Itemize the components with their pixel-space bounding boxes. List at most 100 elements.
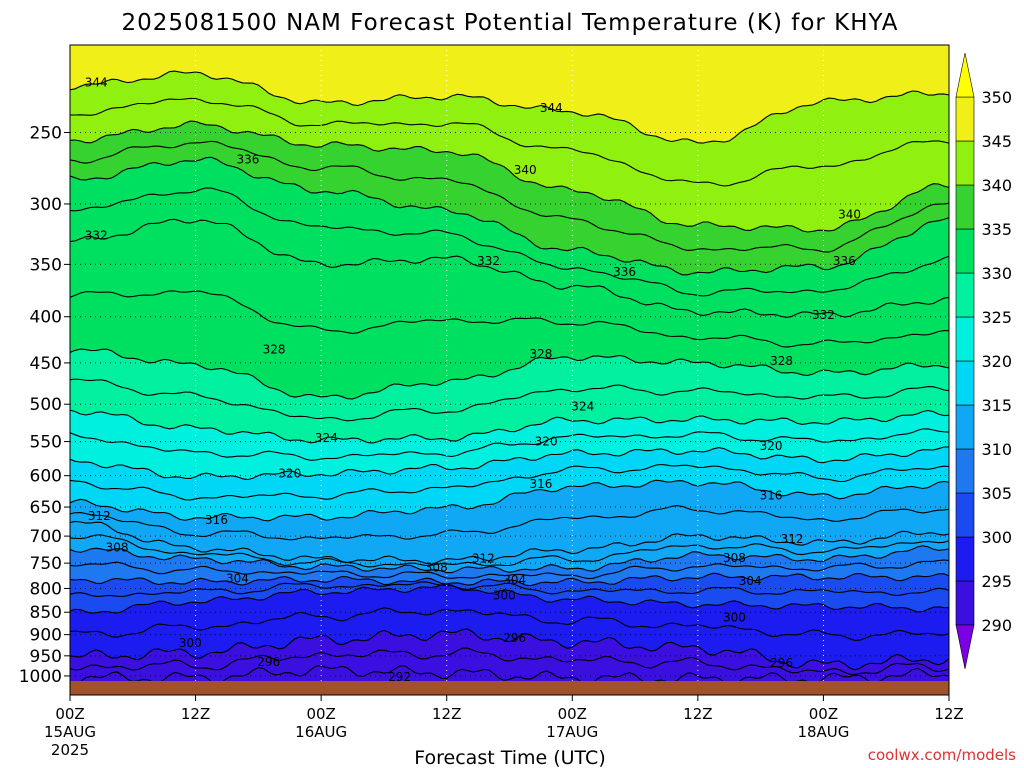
contour-label: 296 bbox=[503, 631, 526, 645]
isotherm-332 bbox=[70, 218, 949, 318]
contour-label: 312 bbox=[472, 551, 495, 565]
isotherm-328 bbox=[70, 348, 949, 400]
colorbar-label: 305 bbox=[981, 484, 1012, 503]
y-tick-label: 1000 bbox=[19, 667, 62, 687]
isotherm-intermediate bbox=[70, 534, 949, 568]
contour-label: 292 bbox=[388, 670, 411, 684]
x-tick-label: 12Z bbox=[432, 705, 461, 723]
colorbar-label: 310 bbox=[981, 440, 1012, 459]
contour-label: 332 bbox=[812, 308, 835, 322]
isotherm-312 bbox=[70, 520, 949, 565]
fill-band bbox=[70, 121, 949, 275]
colorbar-segment bbox=[955, 228, 975, 274]
isotherm-300 bbox=[70, 583, 949, 614]
y-tick-label: 850 bbox=[30, 603, 62, 623]
contour-label: 332 bbox=[85, 228, 108, 242]
colorbar-bottom-arrow bbox=[955, 624, 975, 670]
contour-label: 320 bbox=[278, 467, 301, 481]
fill-band bbox=[70, 71, 949, 232]
colorbar-label: 300 bbox=[981, 528, 1012, 547]
colorbar-label: 295 bbox=[981, 572, 1012, 591]
x-tick-label: 00Z bbox=[809, 705, 838, 723]
x-tick-date: 15AUG bbox=[44, 723, 96, 741]
contour-label: 344 bbox=[85, 75, 108, 89]
contour-label: 300 bbox=[179, 636, 202, 650]
isotherm-336 bbox=[70, 156, 949, 276]
fill-band bbox=[70, 583, 949, 670]
contour-label: 304 bbox=[503, 573, 526, 587]
isotherm-316 bbox=[70, 479, 949, 522]
x-tick-date: 18AUG bbox=[797, 723, 849, 741]
colorbar-label: 315 bbox=[981, 396, 1012, 415]
isotherm-320 bbox=[70, 446, 949, 481]
colorbar-label: 335 bbox=[981, 220, 1012, 239]
y-tick-label: 600 bbox=[30, 467, 62, 487]
chart-title: 2025081500 NAM Forecast Potential Temper… bbox=[121, 10, 898, 36]
contour-label: 312 bbox=[781, 532, 804, 546]
y-tick-label: 700 bbox=[30, 527, 62, 547]
y-tick-label: 400 bbox=[30, 308, 62, 328]
plot-area: 344 344 336 340 340 332 332 336 336 332 328 328 328 3… bbox=[69, 44, 950, 696]
contour-label: 304 bbox=[739, 574, 762, 588]
y-tick-label: 900 bbox=[30, 626, 62, 646]
y-tick-label: 650 bbox=[30, 498, 62, 518]
contour-label: 300 bbox=[493, 589, 516, 603]
isotherm-344 bbox=[70, 70, 949, 144]
colorbar-segment bbox=[955, 580, 975, 626]
contour-label: 340 bbox=[514, 163, 537, 177]
colorbar-segment bbox=[955, 272, 975, 318]
isotherm-intermediate bbox=[70, 463, 949, 501]
isotherm-intermediate bbox=[70, 97, 949, 187]
fill-band bbox=[70, 446, 949, 521]
contour-label: 324 bbox=[315, 431, 338, 445]
isotherm-contours bbox=[70, 70, 949, 681]
fill-band bbox=[70, 219, 949, 399]
colorbar-segment bbox=[955, 184, 975, 230]
contour-label: 336 bbox=[613, 265, 636, 279]
contour-label: 316 bbox=[205, 513, 228, 527]
y-tick-label: 250 bbox=[30, 123, 62, 143]
isotherm-292 bbox=[80, 665, 949, 681]
contour-label: 340 bbox=[838, 207, 861, 221]
isotherm-intermediate bbox=[70, 428, 949, 461]
contour-label: 300 bbox=[723, 611, 746, 625]
contour-label: 344 bbox=[540, 101, 563, 115]
colorbar-label: 345 bbox=[981, 132, 1012, 151]
colorbar-segment bbox=[955, 448, 975, 494]
colorbar-label: 330 bbox=[981, 264, 1012, 283]
isotherm-intermediate bbox=[70, 559, 949, 580]
contour-label: 324 bbox=[571, 400, 594, 414]
x-tick-date: 17AUG bbox=[546, 723, 598, 741]
y-tick-label: 750 bbox=[30, 554, 62, 574]
colorbar-top-arrow bbox=[955, 52, 975, 98]
contour-label: 320 bbox=[760, 439, 783, 453]
contour-label: 328 bbox=[263, 343, 286, 357]
isotherm-340 bbox=[70, 120, 949, 233]
fill-band bbox=[70, 157, 949, 318]
isotherm-intermediate bbox=[70, 290, 949, 348]
colorbar-segment bbox=[955, 140, 975, 186]
isotherm-intermediate bbox=[70, 140, 949, 253]
x-axis-label: Forecast Time (UTC) bbox=[414, 747, 605, 768]
y-tick-label: 350 bbox=[30, 255, 62, 275]
temperature-fill bbox=[70, 45, 949, 681]
fill-band bbox=[70, 480, 949, 565]
isotherm-intermediate bbox=[70, 647, 949, 675]
y-axis: 250 300 350 400 450 500 550 600 650 700 750 800 850 9… bbox=[19, 123, 70, 687]
fill-band bbox=[70, 665, 949, 681]
isotherm-296 bbox=[70, 628, 949, 671]
x-tick-year: 2025 bbox=[51, 741, 89, 759]
isotherm-304 bbox=[70, 572, 949, 587]
isotherm-intermediate bbox=[70, 581, 949, 598]
x-tick-label: 12Z bbox=[683, 705, 712, 723]
y-tick-label: 550 bbox=[30, 433, 62, 453]
contour-label: 328 bbox=[770, 354, 793, 368]
colorbar-label: 340 bbox=[981, 176, 1012, 195]
colorbar: 290 295 300 305 310 315 320 325 330 335 340 345 350 bbox=[955, 52, 1012, 670]
colorbar-segment bbox=[955, 360, 975, 406]
contour-label: 328 bbox=[529, 347, 552, 361]
contour-label: 336 bbox=[236, 153, 259, 167]
contour-label: 308 bbox=[425, 560, 448, 574]
